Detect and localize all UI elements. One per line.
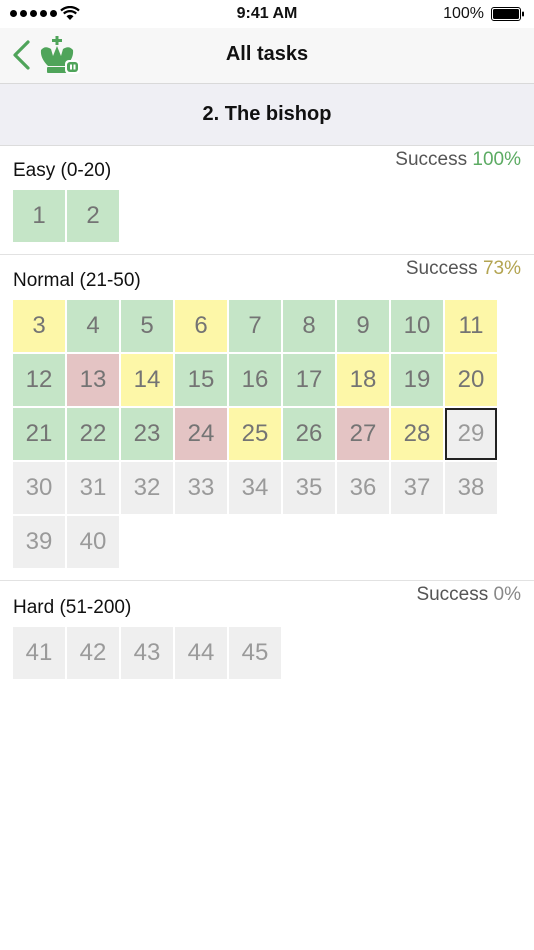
task-tile[interactable]: 39	[13, 516, 65, 568]
success-value: 0%	[493, 584, 521, 605]
task-tile[interactable]: 16	[229, 354, 281, 406]
task-tile[interactable]: 35	[283, 462, 335, 514]
chess-king-icon	[40, 36, 80, 74]
task-tile[interactable]: 41	[13, 627, 65, 679]
task-tile[interactable]: 15	[175, 354, 227, 406]
task-tile[interactable]: 20	[445, 354, 497, 406]
back-button[interactable]	[10, 36, 84, 76]
task-tile[interactable]: 19	[391, 354, 443, 406]
task-tile[interactable]: 27	[337, 408, 389, 460]
task-tile[interactable]: 32	[121, 462, 173, 514]
status-bar: 9:41 AM 100%	[0, 0, 534, 28]
group-label: Hard (51-200)	[13, 597, 132, 618]
task-tile[interactable]: 8	[283, 300, 335, 352]
task-tile[interactable]: 42	[67, 627, 119, 679]
task-tile[interactable]: 13	[67, 354, 119, 406]
chapter-header: 2. The bishop	[0, 84, 534, 146]
success-indicator: Success 73%	[406, 258, 521, 280]
success-label: Success	[395, 149, 468, 170]
success-value: 73%	[482, 258, 521, 279]
wifi-icon	[60, 6, 80, 20]
task-tile[interactable]: 14	[121, 354, 173, 406]
task-tile[interactable]: 30	[13, 462, 65, 514]
task-tile[interactable]: 29	[445, 408, 497, 460]
success-label: Success	[416, 584, 489, 605]
task-tile[interactable]: 33	[175, 462, 227, 514]
task-tile[interactable]: 18	[337, 354, 389, 406]
task-tile[interactable]: 34	[229, 462, 281, 514]
group-label: Normal (21-50)	[13, 270, 141, 291]
task-tile[interactable]: 26	[283, 408, 335, 460]
nav-title: All tasks	[225, 43, 309, 65]
task-tile[interactable]: 38	[445, 462, 497, 514]
navigation-bar: All tasks	[0, 28, 534, 84]
task-tile[interactable]: 6	[175, 300, 227, 352]
task-tile[interactable]: 23	[121, 408, 173, 460]
task-tile[interactable]: 2	[67, 190, 119, 242]
task-tile[interactable]: 40	[67, 516, 119, 568]
group-hard: Hard (51-200) Success 0% 41 42 43 44 45	[0, 580, 534, 700]
chevron-left-icon	[13, 40, 30, 70]
chapter-title: 2. The bishop	[202, 103, 332, 125]
success-indicator: Success 100%	[395, 149, 521, 171]
task-tile[interactable]: 17	[283, 354, 335, 406]
status-time: 9:41 AM	[236, 5, 298, 22]
task-tile[interactable]: 12	[13, 354, 65, 406]
cell-signal-icon	[10, 10, 57, 17]
battery-icon	[491, 7, 524, 21]
task-tile[interactable]: 4	[67, 300, 119, 352]
task-tile[interactable]: 5	[121, 300, 173, 352]
task-tile[interactable]: 9	[337, 300, 389, 352]
task-tile[interactable]: 24	[175, 408, 227, 460]
task-tile[interactable]: 36	[337, 462, 389, 514]
task-tile[interactable]: 21	[13, 408, 65, 460]
task-tile[interactable]: 7	[229, 300, 281, 352]
task-tile[interactable]: 31	[67, 462, 119, 514]
task-tile[interactable]: 28	[391, 408, 443, 460]
group-normal: Normal (21-50) Success 73% 3 4 5 6 7 8 9 10 11 12…	[0, 254, 534, 580]
task-tile[interactable]: 1	[13, 190, 65, 242]
task-tile[interactable]: 43	[121, 627, 173, 679]
task-tile[interactable]: 22	[67, 408, 119, 460]
task-tile[interactable]: 37	[391, 462, 443, 514]
task-tile[interactable]: 3	[13, 300, 65, 352]
task-tile[interactable]: 44	[175, 627, 227, 679]
task-tile[interactable]: 10	[391, 300, 443, 352]
battery-percent: 100%	[443, 5, 484, 22]
success-indicator: Success 0%	[416, 584, 521, 606]
task-tile[interactable]: 25	[229, 408, 281, 460]
task-tile[interactable]: 11	[445, 300, 497, 352]
success-label: Success	[405, 258, 478, 279]
task-tile[interactable]: 45	[229, 627, 281, 679]
group-label: Easy (0-20)	[13, 160, 112, 181]
success-value: 100%	[472, 149, 521, 170]
